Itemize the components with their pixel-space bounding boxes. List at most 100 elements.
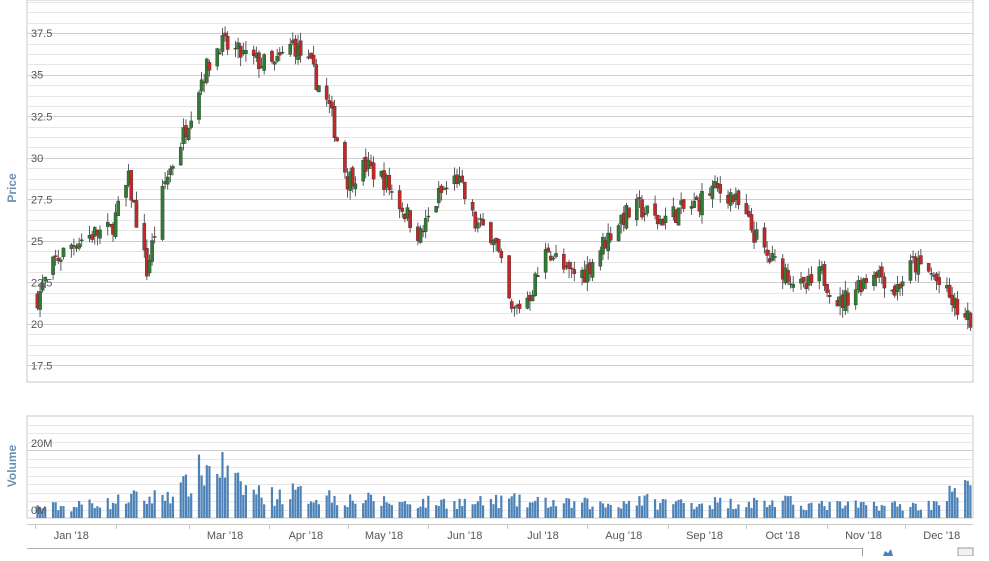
candle-up	[606, 232, 610, 252]
candle-down	[898, 284, 902, 289]
volume-tick-label: 0M	[31, 505, 46, 517]
volume-bar	[953, 488, 956, 518]
candle-up	[262, 54, 266, 71]
volume-bar	[591, 506, 594, 518]
volume-bar	[91, 503, 94, 518]
candle-up	[525, 297, 530, 309]
volume-bar	[380, 505, 383, 518]
candle-up	[791, 284, 795, 288]
x-tick-label: Jun '18	[447, 530, 482, 542]
candle-down	[736, 190, 741, 205]
volume-bar	[98, 507, 102, 518]
candle-up	[478, 218, 483, 220]
volume-bar	[917, 510, 920, 518]
price-tick-label: 37.5	[31, 28, 52, 40]
volume-bar	[336, 505, 339, 518]
candle-down	[765, 249, 769, 256]
price-tick-label: 35	[31, 70, 43, 82]
candle-up	[215, 48, 220, 67]
volume-bar	[96, 506, 99, 518]
volume-bar	[552, 500, 555, 518]
candle-down	[786, 269, 790, 283]
candle-down	[489, 222, 493, 244]
candle-up	[543, 249, 548, 273]
candle-up	[40, 282, 45, 291]
volume-bar	[755, 500, 758, 518]
volume-bar	[80, 504, 83, 518]
x-tick-label: Apr '18	[289, 530, 324, 542]
candle-up	[236, 42, 240, 49]
volume-bar	[531, 502, 534, 518]
volume-bar	[554, 506, 558, 518]
volume-bar	[455, 508, 459, 518]
candle-down	[53, 255, 58, 257]
candle-down	[509, 301, 514, 309]
volume-bar	[278, 489, 281, 518]
volume-bar	[935, 501, 938, 518]
candle-up	[244, 50, 248, 54]
price-candles	[35, 26, 973, 331]
candle-down	[397, 190, 402, 210]
navigator-handle-left[interactable]	[862, 548, 863, 556]
volume-bar	[114, 503, 117, 518]
volume-bar	[818, 503, 821, 518]
candle-up	[444, 187, 449, 190]
price-tick-label: 17.5	[31, 360, 52, 372]
volume-bar	[135, 491, 138, 518]
volume-bar	[203, 485, 206, 518]
price-plot-area	[26, 0, 974, 383]
volume-bar	[763, 500, 766, 518]
candle-down	[968, 312, 973, 328]
candle-up	[199, 79, 204, 92]
candle-down	[809, 274, 814, 283]
navigator-scrollbar[interactable]	[27, 547, 974, 557]
volume-bar	[938, 505, 941, 518]
volume-bar	[408, 504, 412, 518]
candle-up	[700, 191, 704, 216]
volume-bar	[810, 502, 813, 518]
candle-down	[90, 234, 94, 240]
volume-bar	[471, 504, 474, 518]
volume-bar	[620, 508, 623, 518]
volume-bar	[781, 500, 784, 518]
volume-bar	[549, 506, 552, 518]
candle-down	[463, 181, 467, 199]
volume-bar	[422, 498, 425, 518]
navigator-handle-right[interactable]	[957, 547, 974, 557]
candle-up	[710, 185, 715, 199]
x-tick-label: May '18	[365, 530, 403, 542]
volume-bar	[130, 493, 133, 518]
candle-up	[908, 260, 913, 281]
volume-bar	[844, 505, 847, 518]
volume-bar	[825, 510, 829, 518]
volume-bar	[857, 507, 860, 518]
candle-up	[186, 128, 191, 140]
volume-bar	[497, 508, 500, 518]
x-tick-label: Mar '18	[207, 530, 243, 542]
volume-bar	[799, 505, 803, 518]
volume-bar	[846, 501, 850, 518]
volume-bar	[909, 506, 912, 518]
volume-bar	[784, 495, 787, 518]
volume-bar	[489, 499, 492, 518]
volume-bar	[244, 485, 248, 518]
volume-bar	[424, 507, 427, 518]
volume-bar	[964, 480, 967, 518]
volume-bar	[270, 487, 274, 518]
candle-down	[496, 238, 501, 252]
volume-bar	[257, 485, 261, 518]
candle-down	[926, 263, 931, 272]
candle-up	[663, 215, 668, 223]
volume-bar	[281, 504, 284, 518]
volume-bar	[672, 504, 675, 518]
volume-bar	[216, 474, 219, 518]
volume-bar	[260, 497, 263, 518]
volume-bar	[932, 501, 936, 518]
candle-up	[38, 291, 42, 310]
volume-bar	[197, 454, 201, 518]
volume-bar	[726, 508, 730, 518]
candle-down	[142, 223, 147, 251]
volume-bar	[656, 509, 659, 518]
candle-down	[937, 277, 941, 286]
candle-up	[390, 191, 394, 193]
